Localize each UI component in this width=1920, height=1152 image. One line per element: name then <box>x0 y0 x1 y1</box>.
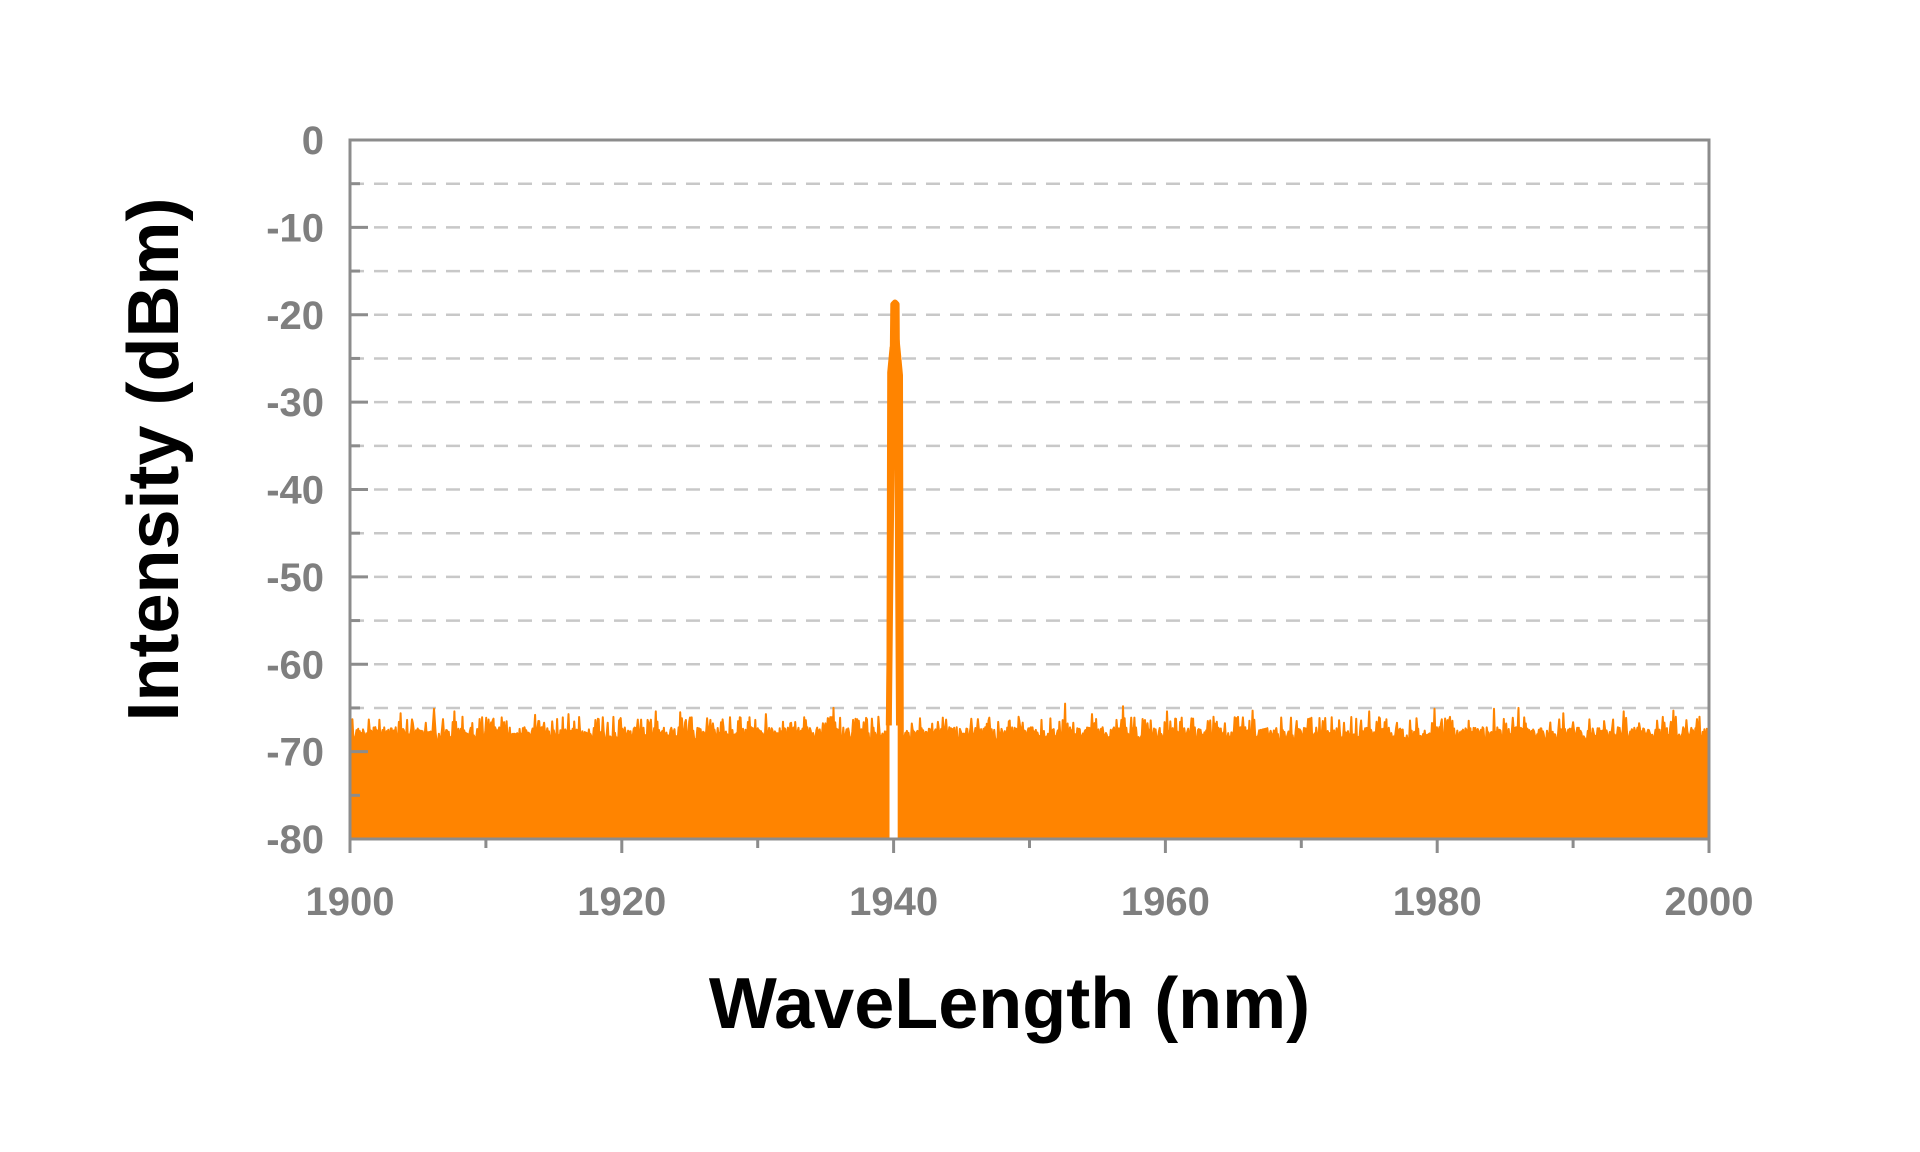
axis-ticks <box>348 138 1711 853</box>
spectrum-gap <box>889 725 898 839</box>
x-tick-label: 1980 <box>1393 880 1482 924</box>
spectrum-area-left <box>349 346 892 840</box>
x-tick-label: 2000 <box>1665 880 1754 924</box>
peak-line <box>885 299 902 726</box>
y-tick-label: -50 <box>266 556 324 600</box>
y-axis-title: Intensity (dBm) <box>114 197 194 721</box>
x-tick-label: 1960 <box>1121 880 1210 924</box>
y-tick-label: -40 <box>266 469 324 513</box>
x-axis-title: WaveLength (nm) <box>709 964 1310 1044</box>
y-tick-labels: 0 -10 -20 -30 -40 -50 -60 -70 -80 <box>266 119 324 862</box>
y-tick-label: 0 <box>302 119 324 163</box>
x-tick-label: 1940 <box>849 880 938 924</box>
y-tick-label: -70 <box>266 731 324 775</box>
y-tick-label: -60 <box>266 643 324 687</box>
y-tick-label: -20 <box>266 294 324 338</box>
x-tick-labels: 1900 1920 1940 1960 1980 2000 <box>306 880 1754 924</box>
y-tick-label: -80 <box>266 818 324 862</box>
x-tick-label: 1920 <box>577 880 666 924</box>
plot-area <box>349 299 1710 840</box>
x-tick-label: 1900 <box>306 880 395 924</box>
spectrum-area-right <box>896 323 1710 840</box>
grid <box>350 182 1709 797</box>
y-tick-label: -30 <box>266 381 324 425</box>
y-tick-label: -10 <box>266 206 324 250</box>
